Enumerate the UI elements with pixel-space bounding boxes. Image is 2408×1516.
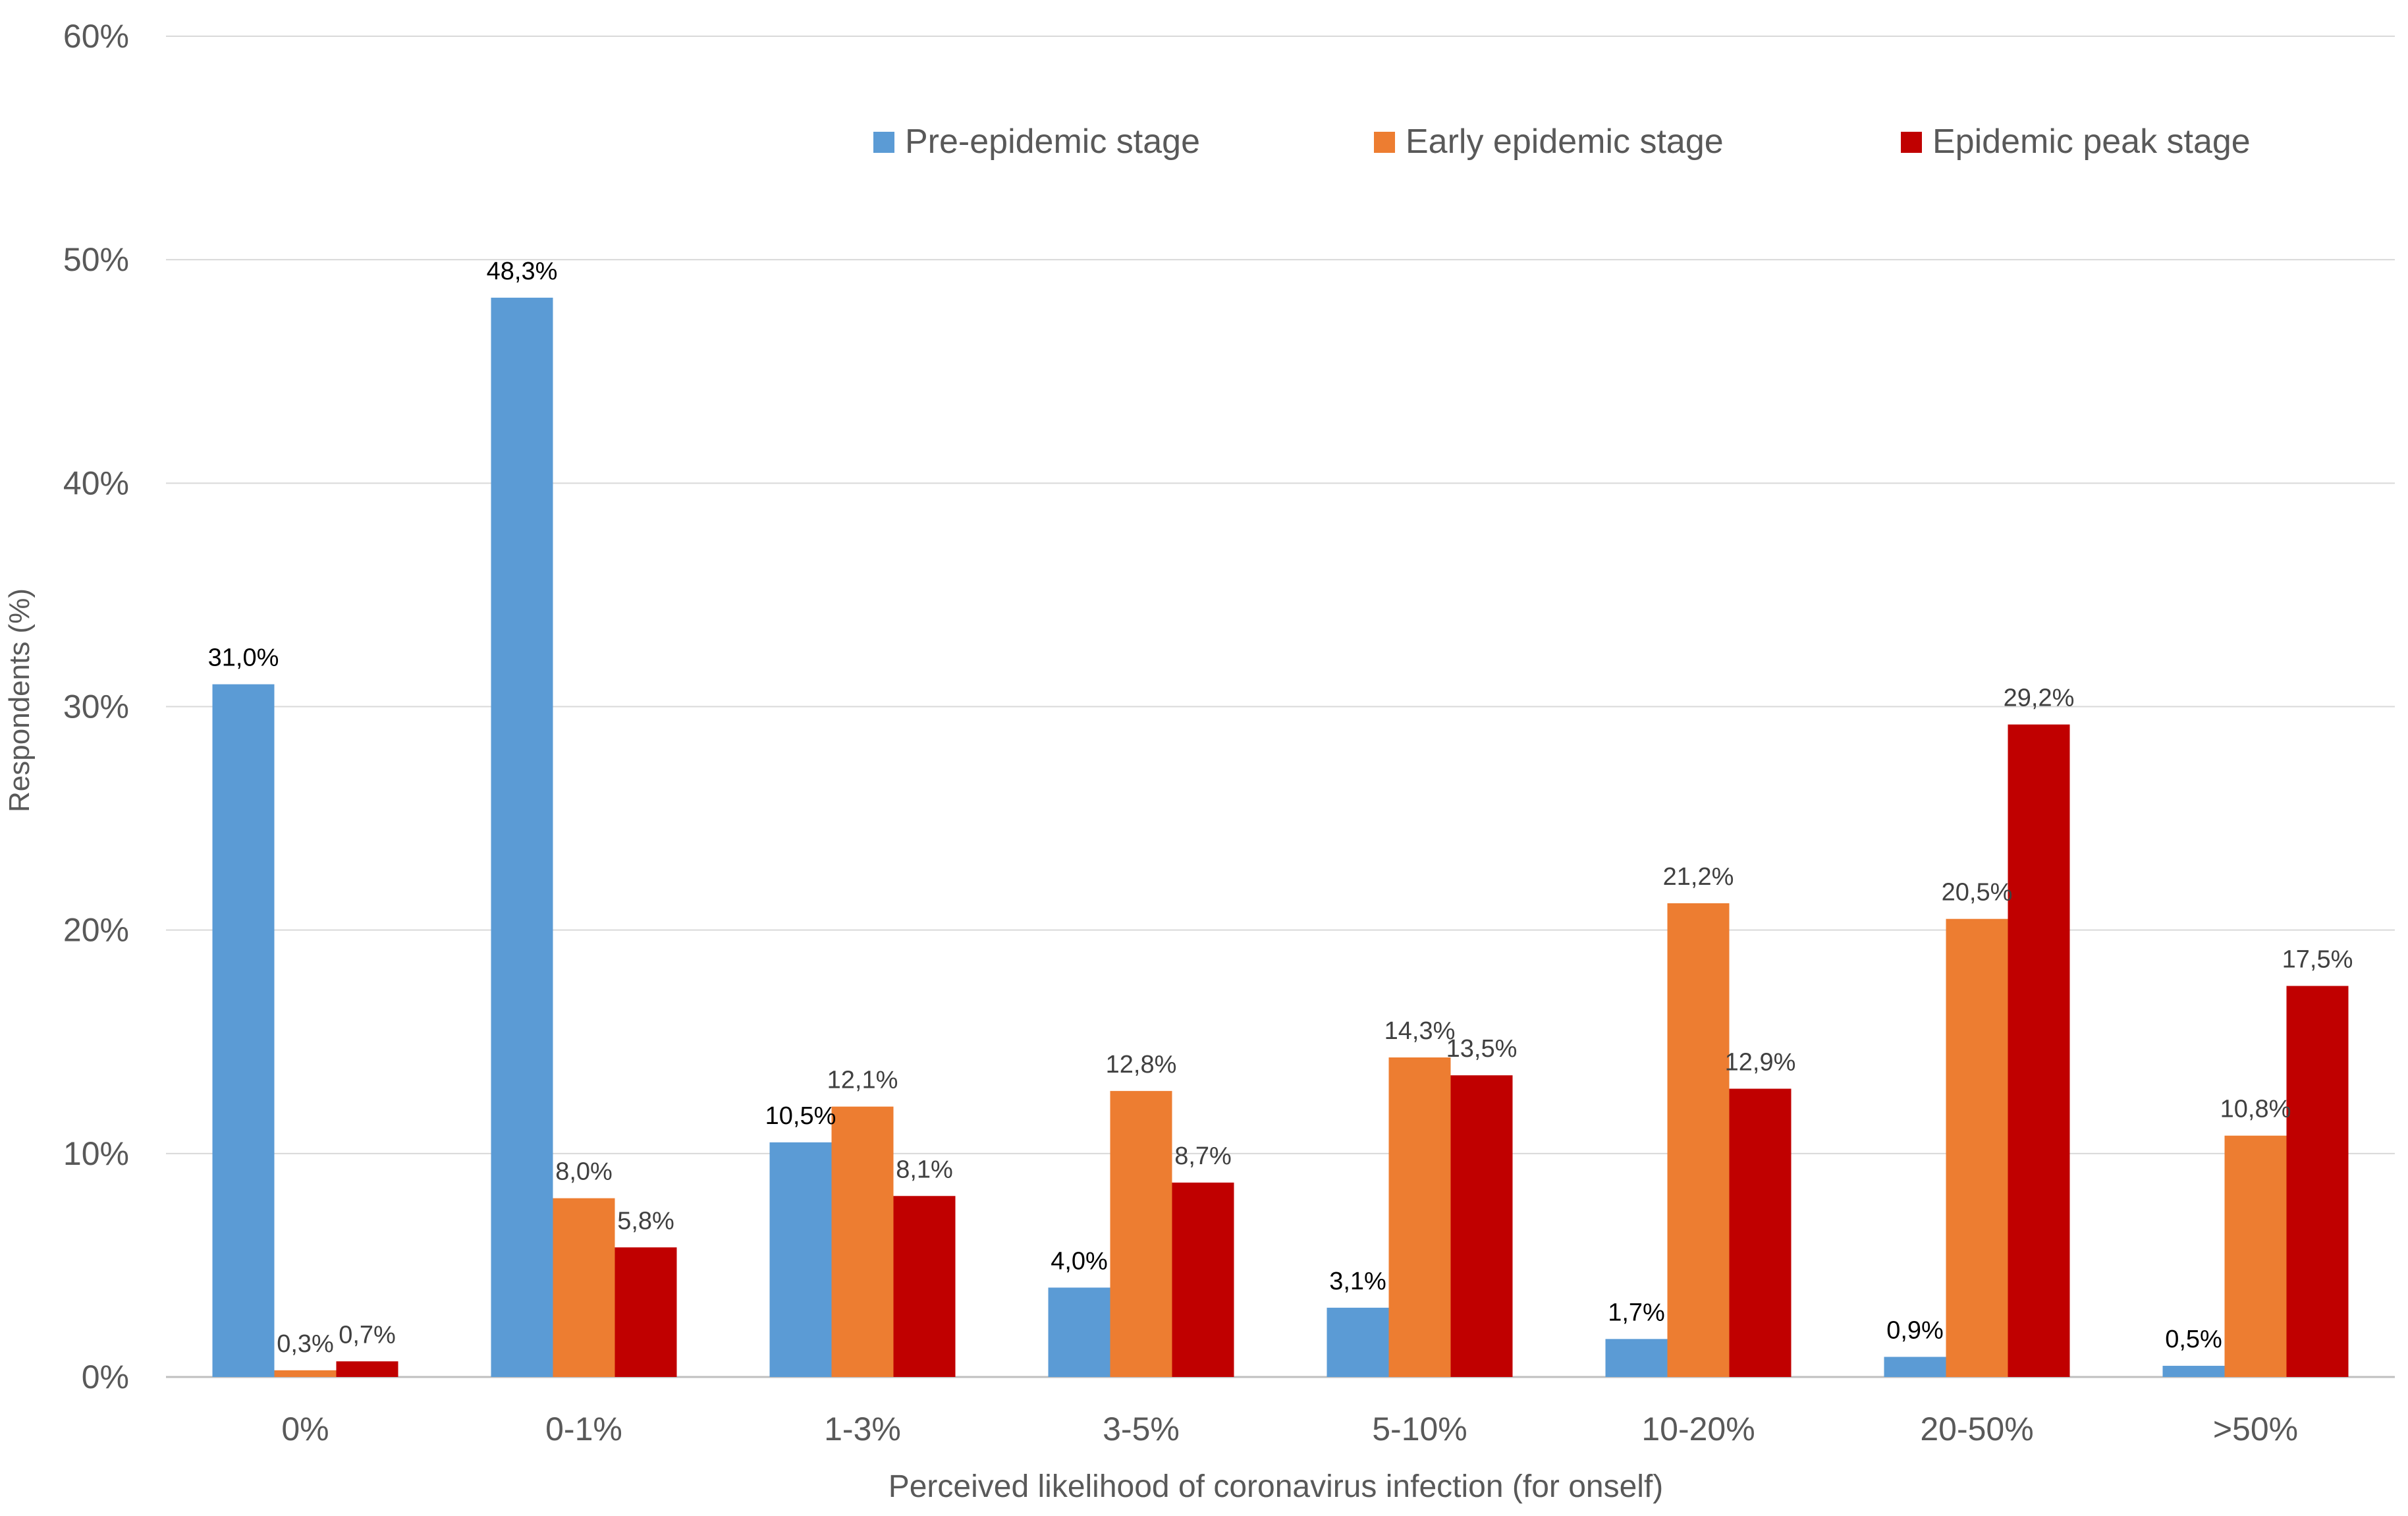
data-label: 3,1% bbox=[1329, 1268, 1386, 1295]
bar bbox=[1172, 1182, 1234, 1377]
x-tick-label: 20-50% bbox=[1920, 1411, 2033, 1447]
bar bbox=[769, 1142, 832, 1377]
bars bbox=[212, 297, 2349, 1378]
bar bbox=[1946, 918, 2008, 1377]
data-labels: 31,0% 0,3% 0,7% 48,3% 8,0%5,8% 10,5% 12,1% 8,1%… bbox=[208, 258, 2353, 1358]
y-tick-label: 20% bbox=[63, 912, 129, 949]
data-label: 0,5% bbox=[2165, 1326, 2222, 1353]
legend-swatch bbox=[1374, 132, 1395, 153]
bar bbox=[1450, 1075, 1513, 1377]
data-label: 20,5% bbox=[1942, 879, 2013, 907]
data-label: 14,3% bbox=[1384, 1017, 1456, 1045]
bar bbox=[2008, 724, 2070, 1377]
x-tick-label: 3-5% bbox=[1103, 1411, 1180, 1447]
legend-item: Early epidemic stage bbox=[1374, 123, 1724, 161]
y-axis-ticks: 0% 10% 20% 30% 40% 50% 60% bbox=[63, 18, 129, 1395]
data-label: 13,5% bbox=[1446, 1035, 1518, 1063]
legend-label: Early epidemic stage bbox=[1406, 123, 1724, 161]
bar bbox=[1729, 1088, 1792, 1377]
legend: Pre-epidemic stage Early epidemic stage Ep… bbox=[873, 123, 2251, 161]
data-label: 21,2% bbox=[1663, 863, 1734, 891]
x-tick-label: 5-10% bbox=[1372, 1411, 1467, 1447]
bar bbox=[1667, 903, 1730, 1377]
bar bbox=[491, 297, 553, 1378]
bar bbox=[615, 1247, 677, 1377]
bar bbox=[274, 1370, 337, 1377]
bar bbox=[1327, 1307, 1389, 1377]
legend-item: Epidemic peak stage bbox=[1901, 123, 2251, 161]
bar bbox=[1388, 1057, 1451, 1377]
y-tick-label: 10% bbox=[63, 1135, 129, 1172]
data-label: 12,1% bbox=[827, 1067, 898, 1094]
x-tick-label: 10-20% bbox=[1641, 1411, 1755, 1447]
bar bbox=[1884, 1357, 1946, 1377]
data-label: 0,7% bbox=[339, 1321, 396, 1349]
bar bbox=[1048, 1287, 1110, 1377]
y-tick-label: 40% bbox=[63, 464, 129, 501]
data-label: 0,9% bbox=[1886, 1316, 1944, 1344]
bar bbox=[1110, 1090, 1172, 1377]
data-label: 10,8% bbox=[2220, 1096, 2291, 1123]
y-axis-label: Respondents (%) bbox=[3, 588, 36, 812]
data-label: 17,5% bbox=[2282, 945, 2353, 973]
data-label: 8,7% bbox=[1174, 1142, 1232, 1170]
bar bbox=[2162, 1366, 2225, 1377]
legend-label: Epidemic peak stage bbox=[1932, 123, 2251, 161]
bar bbox=[336, 1361, 398, 1377]
bar bbox=[831, 1106, 894, 1377]
y-tick-label: 60% bbox=[63, 18, 129, 55]
x-tick-label: >50% bbox=[2213, 1411, 2298, 1447]
data-label: 12,8% bbox=[1106, 1051, 1177, 1079]
x-tick-label: 0% bbox=[281, 1411, 329, 1447]
bar bbox=[212, 684, 275, 1377]
bar bbox=[893, 1196, 956, 1377]
x-tick-label: 0-1% bbox=[545, 1411, 622, 1447]
data-label: 8,1% bbox=[896, 1156, 953, 1183]
data-label: 31,0% bbox=[208, 644, 279, 672]
bar bbox=[2224, 1135, 2287, 1377]
data-label: 48,3% bbox=[487, 258, 558, 285]
legend-item: Pre-epidemic stage bbox=[873, 123, 1200, 161]
y-tick-label: 30% bbox=[63, 688, 129, 725]
data-label: 1,7% bbox=[1608, 1299, 1665, 1326]
data-label: 0,3% bbox=[277, 1330, 334, 1358]
x-tick-label: 1-3% bbox=[824, 1411, 901, 1447]
x-axis-label: Perceived likelihood of coronavirus infe… bbox=[889, 1469, 1664, 1504]
data-label: 4,0% bbox=[1051, 1247, 1108, 1275]
y-tick-label: 50% bbox=[63, 241, 129, 278]
data-label: 8,0% bbox=[555, 1158, 613, 1186]
legend-label: Pre-epidemic stage bbox=[905, 123, 1200, 161]
x-axis-ticks: 0% 0-1% 1-3% 3-5% 5-10% 10-20% 20-50% >50% bbox=[281, 1411, 2298, 1447]
data-label: 10,5% bbox=[765, 1102, 836, 1130]
data-label: 12,9% bbox=[1725, 1048, 1796, 1076]
data-label: 29,2% bbox=[2004, 685, 2075, 712]
legend-swatch bbox=[873, 132, 894, 153]
data-label: 5,8% bbox=[617, 1207, 674, 1235]
bar bbox=[1605, 1339, 1668, 1377]
bar bbox=[553, 1198, 615, 1377]
legend-swatch bbox=[1901, 132, 1922, 153]
bar bbox=[2286, 986, 2349, 1377]
y-tick-label: 0% bbox=[82, 1359, 129, 1395]
